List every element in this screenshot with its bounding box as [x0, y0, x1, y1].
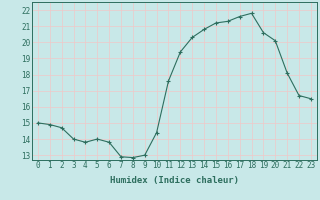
X-axis label: Humidex (Indice chaleur): Humidex (Indice chaleur) — [110, 176, 239, 185]
